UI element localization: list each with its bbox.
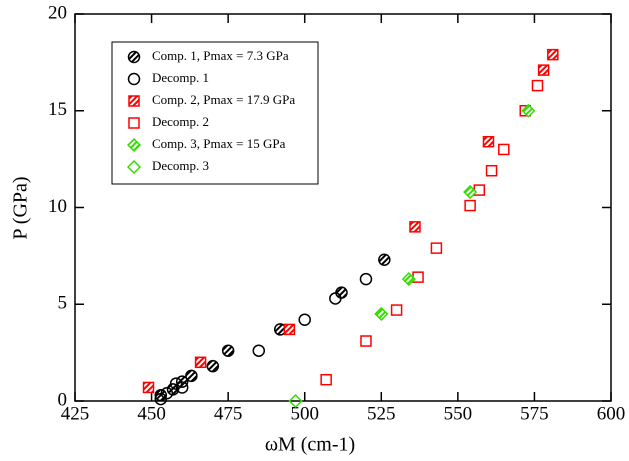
data-point: [463, 184, 478, 200]
x-tick-label: 425: [61, 403, 90, 424]
data-point: [166, 383, 180, 396]
y-tick-label: 15: [48, 99, 67, 120]
data-point: [252, 344, 266, 357]
x-tick-label: 500: [290, 403, 319, 424]
y-tick-label: 0: [58, 389, 68, 410]
data-point: [390, 304, 403, 316]
legend-label: Comp. 3, Pmax = 15 GPa: [152, 136, 286, 151]
data-point: [320, 373, 332, 386]
data-point: [485, 164, 498, 177]
legend-label: Decomp. 1: [152, 70, 209, 85]
legend-box: [111, 41, 319, 185]
data-point: [283, 323, 296, 336]
data-point: [374, 306, 389, 321]
x-tick-label: 450: [137, 403, 166, 424]
data-point: [175, 381, 189, 394]
legend-marker: [127, 72, 141, 86]
y-axis-label: P (GPa): [10, 176, 32, 239]
legend-label: Decomp. 3: [152, 158, 209, 173]
x-axis-label: ωM (cm-1): [265, 434, 355, 456]
data-point: [430, 242, 443, 254]
data-point: [142, 381, 155, 394]
x-tick-label: 600: [597, 403, 626, 424]
data-point: [412, 271, 424, 283]
legend-label: Comp. 1, Pmax = 7.3 GPa: [152, 48, 289, 63]
legend-marker: [126, 159, 142, 175]
y-tick-label: 20: [48, 2, 67, 23]
legend-marker: [126, 137, 142, 153]
data-point: [221, 344, 235, 357]
data-point: [169, 377, 183, 390]
x-tick-label: 525: [367, 403, 396, 424]
data-point: [482, 135, 495, 148]
data-point: [360, 335, 372, 347]
data-point: [401, 272, 416, 287]
data-point: [537, 64, 550, 76]
legend-label: Comp. 2, Pmax = 17.9 GPa: [152, 92, 295, 107]
y-tick-label: 5: [58, 293, 68, 314]
data-point: [464, 199, 476, 212]
data-point: [329, 292, 342, 305]
y-tick-label: 10: [48, 196, 67, 217]
data-point: [473, 184, 486, 196]
x-tick-label: 475: [214, 403, 243, 424]
legend-marker: [128, 95, 140, 107]
data-point: [206, 359, 220, 373]
data-point: [185, 369, 198, 383]
data-point: [547, 48, 559, 61]
data-point: [288, 393, 303, 409]
data-point: [409, 221, 421, 233]
legend-marker: [127, 50, 141, 64]
data-point: [498, 143, 510, 156]
x-tick-label: 575: [520, 403, 549, 424]
data-point: [531, 79, 544, 92]
data-point: [298, 313, 311, 326]
data-point: [378, 253, 391, 266]
data-point: [160, 387, 174, 400]
data-point: [521, 103, 536, 118]
legend-label: Decomp. 2: [152, 114, 209, 129]
data-point: [359, 272, 373, 286]
x-tick-label: 550: [444, 403, 473, 424]
data-point: [194, 356, 207, 369]
legend-marker: [128, 117, 140, 129]
